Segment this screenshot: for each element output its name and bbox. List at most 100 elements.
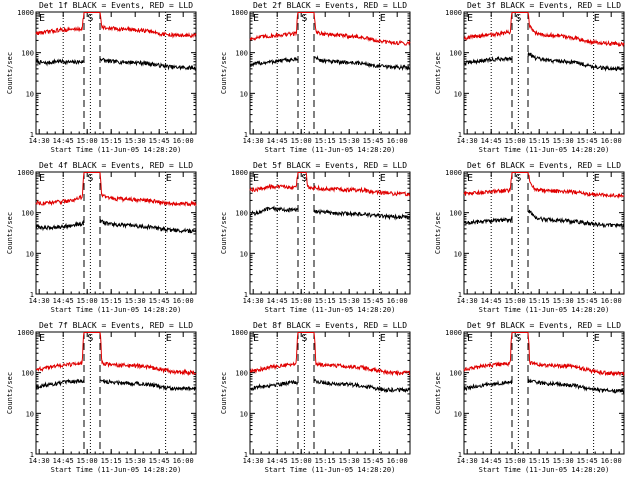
panel-det-5: Det 5f BLACK = Events, RED = LLD 1 10 100 10… (220, 161, 411, 314)
x-tick-label: 15:45 (363, 457, 384, 465)
y-tick-label: 1 (458, 131, 462, 139)
x-tick-label: 15:15 (529, 457, 550, 465)
y-axis-label: Counts/sec (6, 372, 14, 414)
y-tick-label: 100 (449, 50, 462, 58)
y-tick-label: 1 (244, 451, 248, 459)
events-series-line (249, 205, 411, 221)
x-tick-label: 14:30 (243, 297, 264, 305)
y-axis-label: Counts/sec (434, 52, 442, 94)
x-tick-label: 14:45 (53, 457, 74, 465)
marker-s: S (515, 333, 521, 344)
y-axis-label: Counts/sec (220, 212, 228, 254)
marker-e: E (39, 333, 45, 344)
y-tick-label: 100 (449, 370, 462, 378)
y-tick-label: 1 (30, 451, 34, 459)
x-tick-label: 15:30 (339, 457, 360, 465)
x-axis-label: Start Time (11-Jun-05 14:28:20) (265, 306, 396, 314)
x-tick-label: 15:30 (125, 457, 146, 465)
events-series-line (463, 209, 625, 229)
x-tick-label: 16:00 (173, 457, 194, 465)
y-tick-label: 10 (26, 410, 34, 418)
marker-e: E (166, 173, 172, 184)
x-tick-label: 16:00 (601, 457, 622, 465)
x-tick-label: 14:45 (267, 457, 288, 465)
y-tick-label: 1 (30, 131, 34, 139)
marker-s: S (515, 13, 521, 24)
x-tick-label: 14:45 (267, 137, 288, 145)
x-tick-label: 14:45 (53, 297, 74, 305)
y-tick-label: 100 (21, 370, 34, 378)
marker-e: E (594, 173, 600, 184)
marker-s: S (87, 173, 93, 184)
events-series-line (463, 378, 625, 395)
x-tick-label: 14:45 (481, 457, 502, 465)
marker-e: E (380, 333, 386, 344)
x-tick-label: 15:15 (101, 297, 122, 305)
x-tick-label: 15:15 (529, 137, 550, 145)
x-tick-label: 15:30 (553, 137, 574, 145)
x-tick-label: 14:45 (53, 137, 74, 145)
x-axis-label: Start Time (11-Jun-05 14:28:20) (479, 466, 610, 474)
panel-det-6: Det 6f BLACK = Events, RED = LLD 1 10 100 10… (434, 161, 625, 314)
x-tick-label: 15:15 (101, 457, 122, 465)
lld-series-line (249, 12, 411, 46)
panel-title: Det 2f BLACK = Events, RED = LLD (253, 1, 407, 10)
marker-e: E (253, 13, 259, 24)
plot-frame (35, 11, 197, 135)
y-tick-label: 100 (21, 210, 34, 218)
plot-frame (249, 331, 411, 455)
x-tick-label: 15:45 (577, 297, 598, 305)
marker-e: E (166, 13, 172, 24)
y-tick-label: 1 (30, 291, 34, 299)
x-tick-label: 14:45 (481, 137, 502, 145)
x-tick-label: 16:00 (387, 457, 408, 465)
events-series-line (35, 378, 197, 392)
panel-title: Det 7f BLACK = Events, RED = LLD (39, 321, 193, 330)
plot-frame (463, 331, 625, 455)
x-tick-label: 15:00 (77, 137, 98, 145)
y-tick-label: 10 (454, 250, 462, 258)
y-tick-label: 100 (449, 210, 462, 218)
x-tick-label: 14:30 (457, 457, 478, 465)
y-tick-label: 100 (21, 50, 34, 58)
y-tick-label: 1 (458, 451, 462, 459)
y-tick-label: 10 (240, 250, 248, 258)
x-axis-label: Start Time (11-Jun-05 14:28:20) (51, 466, 182, 474)
y-axis-label: Counts/sec (434, 372, 442, 414)
x-tick-label: 16:00 (173, 137, 194, 145)
x-tick-label: 14:45 (481, 297, 502, 305)
y-tick-label: 1000 (17, 169, 34, 177)
marker-e: E (39, 13, 45, 24)
marker-e: E (594, 333, 600, 344)
x-axis-label: Start Time (11-Jun-05 14:28:20) (479, 146, 610, 154)
panel-det-2: Det 2f BLACK = Events, RED = LLD 1 10 100 10… (220, 1, 411, 154)
x-axis-label: Start Time (11-Jun-05 14:28:20) (479, 306, 610, 314)
panel-det-3: Det 3f BLACK = Events, RED = LLD 1 10 100 10… (434, 1, 625, 154)
y-tick-label: 1 (244, 131, 248, 139)
lld-series-line (249, 172, 411, 197)
x-tick-label: 15:00 (77, 297, 98, 305)
marker-e: E (166, 333, 172, 344)
x-tick-label: 14:30 (457, 297, 478, 305)
marker-e: E (253, 333, 259, 344)
panel-det-1: Det 1f BLACK = Events, RED = LLD 1 10 100 10… (6, 1, 197, 154)
plot-frame (249, 11, 411, 135)
y-tick-label: 10 (454, 410, 462, 418)
marker-e: E (594, 13, 600, 24)
y-axis-label: Counts/sec (220, 372, 228, 414)
lld-series-line (249, 332, 411, 377)
y-axis-label: Counts/sec (6, 212, 14, 254)
x-tick-label: 15:00 (291, 137, 312, 145)
panel-title: Det 8f BLACK = Events, RED = LLD (253, 321, 407, 330)
x-tick-label: 15:30 (125, 297, 146, 305)
marker-e: E (253, 173, 259, 184)
marker-s: S (515, 173, 521, 184)
y-tick-label: 1000 (445, 9, 462, 17)
panel-title: Det 5f BLACK = Events, RED = LLD (253, 161, 407, 170)
y-tick-label: 10 (26, 90, 34, 98)
x-tick-label: 14:30 (243, 457, 264, 465)
lld-series-line (463, 332, 625, 377)
y-tick-label: 10 (26, 250, 34, 258)
plot-frame (463, 171, 625, 295)
y-tick-label: 10 (454, 90, 462, 98)
